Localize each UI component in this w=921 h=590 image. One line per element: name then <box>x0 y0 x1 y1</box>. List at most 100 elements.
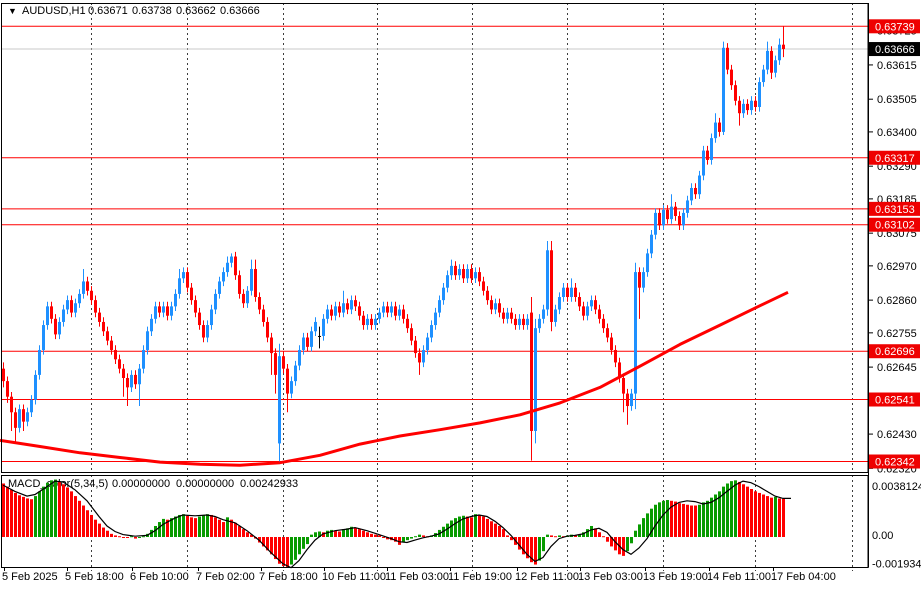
candle-body <box>738 100 741 114</box>
macd-histogram-bar <box>366 532 369 537</box>
macd-histogram-bar <box>758 492 761 537</box>
candle-body <box>2 368 5 382</box>
macd-histogram-bar <box>242 529 245 537</box>
candle-body <box>410 328 413 341</box>
candle-body <box>598 309 601 319</box>
macd-histogram-bar <box>238 525 241 537</box>
macd-histogram-bar <box>382 537 385 538</box>
macd-histogram-bar <box>482 516 485 537</box>
candle-body <box>270 337 273 354</box>
level-price-badge <box>869 201 920 216</box>
symbol-dropdown-marker-icon[interactable]: ▼ <box>8 6 17 16</box>
candle-body <box>558 297 561 310</box>
price-badge-text: 0.63153 <box>875 204 915 216</box>
macd-value-3: 0.00242933 <box>240 478 298 490</box>
macd-histogram-bar <box>210 514 213 537</box>
candle-body <box>30 399 33 413</box>
candle-body <box>54 318 57 335</box>
candle-body <box>474 272 477 279</box>
macd-histogram-bar <box>126 537 129 538</box>
candle-body <box>218 281 221 294</box>
low-value: 0.63662 <box>176 5 216 17</box>
price-tick-label: 0.63615 <box>877 60 917 72</box>
macd-histogram-bar <box>386 537 389 540</box>
candle-body <box>278 356 281 444</box>
candle-body <box>294 365 297 382</box>
candle-body <box>666 209 669 220</box>
candle-body <box>406 318 409 329</box>
candle-body <box>774 60 777 73</box>
macd-histogram-bar <box>378 535 381 537</box>
candle-body <box>94 300 97 313</box>
macd-histogram-bar <box>290 537 293 565</box>
macd-histogram-bar <box>10 489 13 537</box>
macd-histogram-bar <box>594 528 597 537</box>
macd-histogram-bar <box>666 500 669 537</box>
macd-histogram-bar <box>318 531 321 537</box>
chart-title-group: ▼ AUDUSD,H1 0.63671 0.63738 0.63662 0.63… <box>8 5 298 490</box>
macd-histogram-bar <box>678 503 681 537</box>
candle-body <box>458 268 461 276</box>
macd-histogram-bar <box>762 494 765 537</box>
time-axis-label: 12 Feb 11:00 <box>515 571 579 583</box>
candle-body <box>618 362 621 379</box>
price-tick-label: 0.62860 <box>877 295 917 307</box>
macd-histogram-bar <box>722 486 725 537</box>
candle-body <box>762 69 765 83</box>
candle-body <box>622 378 625 394</box>
candle-body <box>146 331 149 350</box>
candle-body <box>106 331 109 341</box>
candle-body <box>318 335 321 337</box>
macd-scale-label: 0.0038124 <box>872 481 921 493</box>
candle-body <box>442 287 445 301</box>
macd-histogram-bar <box>670 500 673 537</box>
macd-histogram-bar <box>586 529 589 537</box>
macd-histogram-bar <box>662 500 665 537</box>
candle-body <box>50 306 53 319</box>
macd-histogram-bar <box>50 480 53 537</box>
candle-body <box>102 321 105 332</box>
candle-body <box>570 287 573 298</box>
macd-histogram-bar <box>122 537 125 538</box>
macd-histogram-bar <box>690 505 693 537</box>
candle-body <box>630 393 633 407</box>
macd-histogram-bar <box>310 534 313 537</box>
time-axis[interactable]: 5 Feb 2025 5 Feb 18:00 6 Feb 10:00 7 Feb 02… <box>2 567 836 584</box>
candle-body <box>158 306 161 313</box>
candle-body <box>646 253 649 273</box>
macd-histogram-bar <box>702 502 705 537</box>
time-axis-label: 14 Feb 11:00 <box>707 571 771 583</box>
candle-body <box>694 187 697 195</box>
macd-histogram-bar <box>578 534 581 537</box>
macd-histogram-bar <box>726 483 729 537</box>
macd-histogram-bar <box>162 518 165 537</box>
macd-histogram-bar <box>194 518 197 537</box>
macd-histogram-bar <box>138 537 141 538</box>
candle-body <box>374 318 377 326</box>
candle-body <box>750 100 753 111</box>
macd-histogram-bar <box>70 491 73 537</box>
macd-histogram-bar <box>186 515 189 537</box>
macd-histogram-bar <box>654 504 657 537</box>
candle-body <box>222 272 225 282</box>
macd-histogram-bar <box>74 496 77 537</box>
macd-histogram-bar <box>542 537 545 552</box>
macd-histogram-bar <box>190 517 193 537</box>
macd-histogram-bar <box>446 523 449 537</box>
candle-body <box>550 250 553 322</box>
time-axis-label: 10 Feb 11:00 <box>322 571 386 583</box>
macd-histogram-bar <box>766 496 769 537</box>
candle-body <box>402 309 405 319</box>
candle-body <box>202 325 205 338</box>
macd-histogram-bar <box>110 533 113 537</box>
macd-histogram-bar <box>494 523 497 537</box>
price-badge-text: 0.63317 <box>875 153 915 165</box>
candle-body <box>478 272 481 282</box>
candle-body <box>18 409 21 428</box>
candle-body <box>42 325 45 350</box>
macd-histogram-bar <box>606 537 609 542</box>
candle-body <box>274 353 277 375</box>
candle-body <box>378 312 381 319</box>
price-axis[interactable]: 0.637250.636150.635050.634000.632900.631… <box>868 26 921 571</box>
